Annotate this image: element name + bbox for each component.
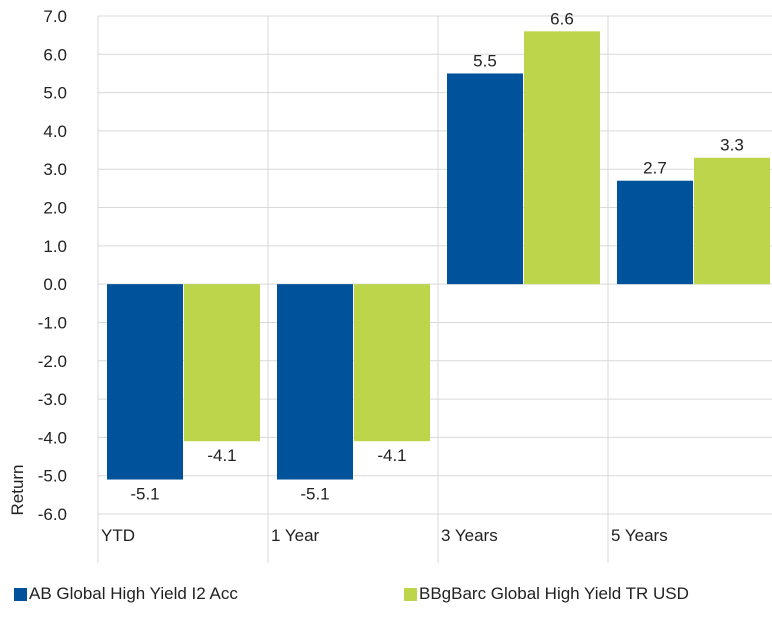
x-tick-label: 1 Year — [271, 526, 320, 545]
legend-item-bbgbarc-global-high-yield: BBgBarc Global High Yield TR USD — [404, 584, 689, 604]
data-label: 2.7 — [643, 159, 667, 178]
axes: 7.0 6.0 5.0 4.0 3.0 2.0 1.0 0.0 -1.0 -2.0 -3.0 -4.0… — [38, 7, 668, 545]
y-tick-label: -5.0 — [38, 467, 67, 486]
data-label: 3.3 — [720, 136, 744, 155]
y-tick-label: 6.0 — [43, 45, 67, 64]
data-label: 6.6 — [550, 9, 574, 28]
bar — [277, 284, 353, 480]
bar — [107, 284, 183, 480]
bar — [184, 284, 260, 442]
y-tick-label: 1.0 — [43, 237, 67, 256]
y-tick-label: -4.0 — [38, 428, 67, 447]
data-label: -5.1 — [300, 485, 329, 504]
y-tick-label: 4.0 — [43, 122, 67, 141]
bars — [107, 31, 770, 480]
y-axis-title: Return — [8, 464, 27, 515]
legend-swatch-series-1 — [14, 587, 27, 601]
data-labels: -5.1 -5.1 5.5 2.7 -4.1 -4.1 6.6 3.3 — [130, 9, 743, 503]
data-label: 5.5 — [473, 51, 497, 70]
y-tick-label: -2.0 — [38, 352, 67, 371]
legend-swatch-series-2 — [404, 587, 417, 601]
data-label: -4.1 — [207, 446, 236, 465]
data-label: -5.1 — [130, 485, 159, 504]
legend-item-ab-global-high-yield: AB Global High Yield I2 Acc — [14, 584, 238, 604]
bar — [524, 31, 600, 285]
y-tick-label: 0.0 — [43, 275, 67, 294]
data-label: -4.1 — [377, 446, 406, 465]
legend-label: AB Global High Yield I2 Acc — [29, 584, 238, 603]
bar — [617, 180, 693, 285]
x-tick-label: YTD — [101, 526, 135, 545]
y-tick-label: 5.0 — [43, 84, 67, 103]
y-tick-label: -1.0 — [38, 313, 67, 332]
y-tick-label: -6.0 — [38, 505, 67, 524]
bar — [694, 157, 770, 285]
x-tick-label: 3 Years — [441, 526, 498, 545]
legend-label: BBgBarc Global High Yield TR USD — [419, 584, 689, 603]
y-tick-label: 3.0 — [43, 160, 67, 179]
y-tick-label: 2.0 — [43, 199, 67, 218]
y-tick-label: 7.0 — [43, 7, 67, 26]
bar — [447, 73, 523, 285]
x-tick-label: 5 Years — [611, 526, 668, 545]
legend: AB Global High Yield I2 Acc BBgBarc Glob… — [0, 584, 772, 614]
y-tick-label: -3.0 — [38, 390, 67, 409]
bar — [354, 284, 430, 442]
